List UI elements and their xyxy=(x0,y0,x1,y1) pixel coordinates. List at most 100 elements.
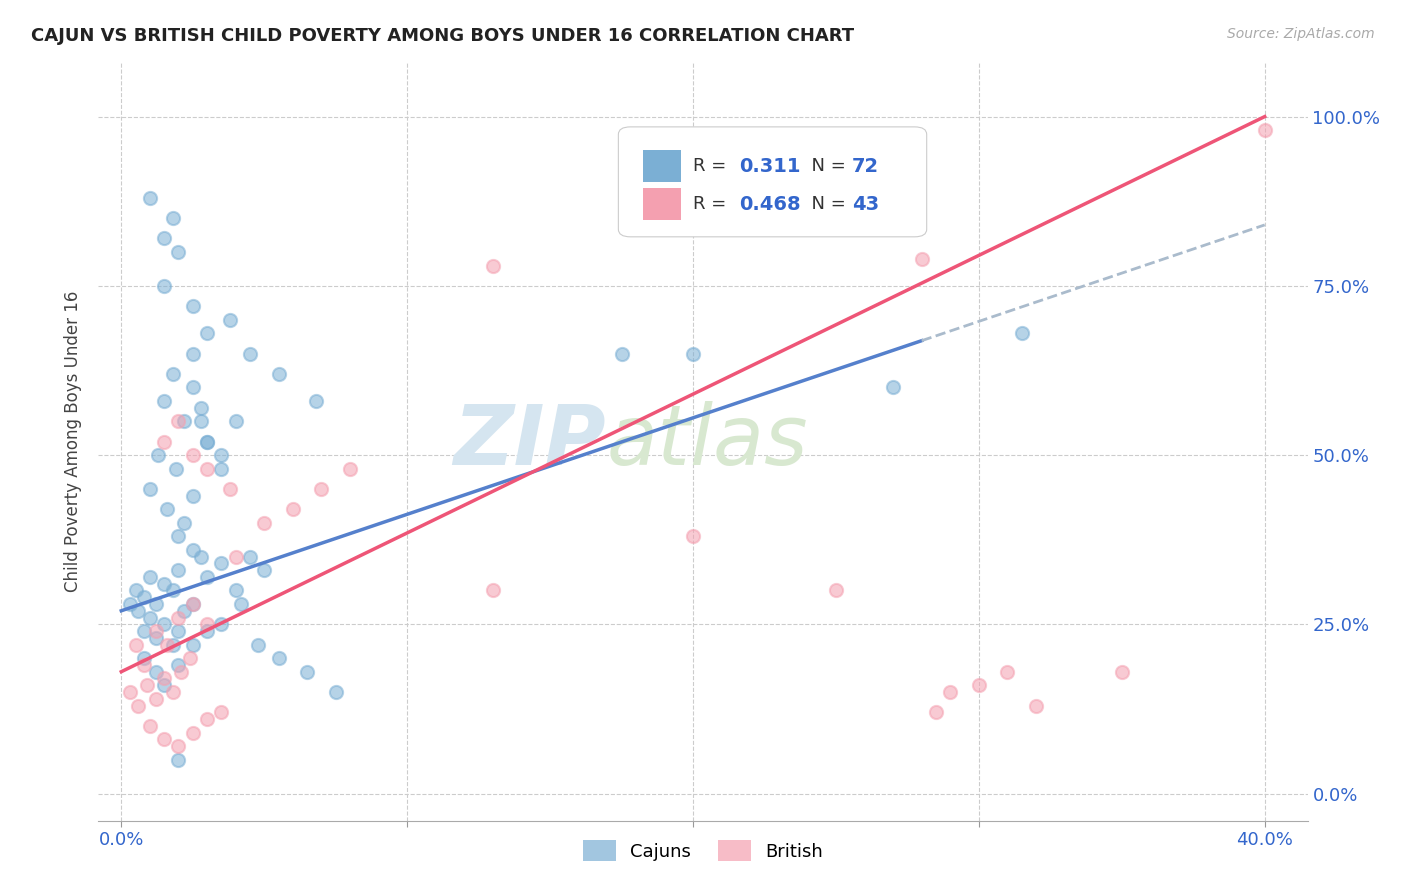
British xyxy=(825,583,848,598)
Cajuns xyxy=(145,631,167,645)
British xyxy=(339,461,361,475)
Cajuns xyxy=(145,665,167,679)
Cajuns xyxy=(239,346,262,360)
Cajuns xyxy=(882,380,904,394)
British xyxy=(153,732,176,747)
British xyxy=(682,529,704,543)
British xyxy=(156,638,179,652)
Cajuns xyxy=(181,299,204,313)
Cajuns xyxy=(134,624,156,639)
British xyxy=(195,712,218,726)
Cajuns xyxy=(167,529,190,543)
British xyxy=(967,678,990,692)
British xyxy=(1111,665,1133,679)
Cajuns xyxy=(209,557,232,571)
British xyxy=(925,706,948,720)
Cajuns xyxy=(156,502,179,516)
British xyxy=(153,672,176,686)
British xyxy=(167,414,190,428)
Text: N =: N = xyxy=(800,195,851,213)
Text: N =: N = xyxy=(800,157,851,176)
Cajuns xyxy=(162,367,184,381)
Cajuns xyxy=(162,583,184,598)
Cajuns xyxy=(139,610,162,624)
Cajuns xyxy=(181,542,204,557)
British xyxy=(153,434,176,449)
Cajuns xyxy=(153,576,176,591)
British xyxy=(181,725,204,739)
Cajuns xyxy=(295,665,318,679)
Cajuns xyxy=(325,685,347,699)
Cajuns xyxy=(305,393,328,408)
Cajuns xyxy=(682,346,704,360)
British xyxy=(997,665,1019,679)
Cajuns xyxy=(124,583,146,598)
British xyxy=(225,549,247,564)
Bar xyxy=(643,188,682,220)
Cajuns xyxy=(118,597,141,611)
British xyxy=(281,502,304,516)
Cajuns xyxy=(181,489,204,503)
Cajuns xyxy=(190,401,212,415)
Cajuns xyxy=(165,461,187,475)
Cajuns xyxy=(181,380,204,394)
Text: atlas: atlas xyxy=(606,401,808,482)
British xyxy=(145,691,167,706)
Cajuns xyxy=(195,570,218,584)
British xyxy=(181,448,204,462)
Text: CAJUN VS BRITISH CHILD POVERTY AMONG BOYS UNDER 16 CORRELATION CHART: CAJUN VS BRITISH CHILD POVERTY AMONG BOY… xyxy=(31,27,853,45)
Cajuns xyxy=(209,461,232,475)
British xyxy=(482,583,505,598)
Cajuns xyxy=(134,651,156,665)
Text: 72: 72 xyxy=(852,157,879,176)
British xyxy=(911,252,934,266)
Legend: Cajuns, British: Cajuns, British xyxy=(576,833,830,869)
Cajuns xyxy=(190,549,212,564)
British xyxy=(181,597,204,611)
British xyxy=(209,706,232,720)
Cajuns xyxy=(181,638,204,652)
Cajuns xyxy=(231,597,253,611)
British xyxy=(118,685,141,699)
Cajuns xyxy=(239,549,262,564)
Text: R =: R = xyxy=(693,195,733,213)
Cajuns xyxy=(173,516,195,530)
British xyxy=(195,617,218,632)
Cajuns xyxy=(267,367,290,381)
British xyxy=(162,685,184,699)
Cajuns xyxy=(173,604,195,618)
Cajuns xyxy=(167,563,190,577)
Cajuns xyxy=(253,563,276,577)
Cajuns xyxy=(153,678,176,692)
Cajuns xyxy=(162,638,184,652)
Cajuns xyxy=(225,583,247,598)
Cajuns xyxy=(145,597,167,611)
Cajuns xyxy=(219,312,242,326)
Cajuns xyxy=(209,448,232,462)
Y-axis label: Child Poverty Among Boys Under 16: Child Poverty Among Boys Under 16 xyxy=(65,291,83,592)
British xyxy=(145,624,167,639)
Cajuns xyxy=(181,597,204,611)
Cajuns xyxy=(162,211,184,226)
Cajuns xyxy=(139,570,162,584)
Text: R =: R = xyxy=(693,157,733,176)
Cajuns xyxy=(167,657,190,672)
British xyxy=(195,461,218,475)
British xyxy=(134,657,156,672)
Cajuns xyxy=(167,753,190,767)
Cajuns xyxy=(610,346,633,360)
Cajuns xyxy=(134,591,156,605)
British xyxy=(311,482,333,496)
British xyxy=(179,651,201,665)
Cajuns xyxy=(167,624,190,639)
Cajuns xyxy=(247,638,270,652)
Cajuns xyxy=(1011,326,1033,341)
Cajuns xyxy=(153,393,176,408)
British xyxy=(482,259,505,273)
Cajuns xyxy=(225,414,247,428)
Cajuns xyxy=(153,278,176,293)
Cajuns xyxy=(195,434,218,449)
Text: Source: ZipAtlas.com: Source: ZipAtlas.com xyxy=(1227,27,1375,41)
Cajuns xyxy=(167,244,190,259)
British xyxy=(124,638,146,652)
